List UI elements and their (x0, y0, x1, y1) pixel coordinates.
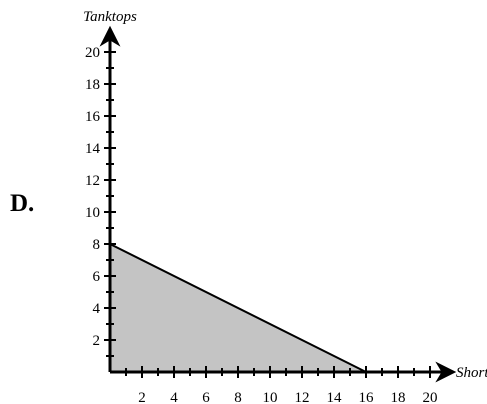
x-tick-label: 18 (391, 390, 406, 404)
y-tick-label: 18 (85, 77, 100, 93)
constraint-line (109, 243, 367, 373)
x-tick-label: 10 (263, 390, 278, 404)
y-tick-label: 2 (93, 333, 101, 349)
x-tick-label: 20 (423, 390, 438, 404)
x-tick-label: 14 (327, 390, 343, 404)
y-tick-label: 12 (85, 173, 100, 189)
option-label: D. (10, 190, 35, 217)
y-tick-label: 14 (85, 141, 101, 157)
x-tick-label: 12 (295, 390, 310, 404)
x-tick-label: 2 (138, 390, 146, 404)
x-tick-label: 8 (234, 390, 242, 404)
y-tick-label: 6 (93, 269, 101, 285)
y-tick-label: 20 (85, 45, 100, 61)
y-tick-label: 10 (85, 205, 100, 221)
y-tick-label: 16 (85, 109, 101, 125)
x-tick-label: 4 (170, 390, 178, 404)
y-axis-title: Tanktops (83, 9, 137, 25)
y-tick-label: 4 (93, 301, 101, 317)
x-tick-label: 6 (202, 390, 210, 404)
x-tick-label: 16 (359, 390, 375, 404)
y-tick-label: 8 (93, 237, 101, 253)
x-axis-title: Shorts (456, 365, 487, 381)
